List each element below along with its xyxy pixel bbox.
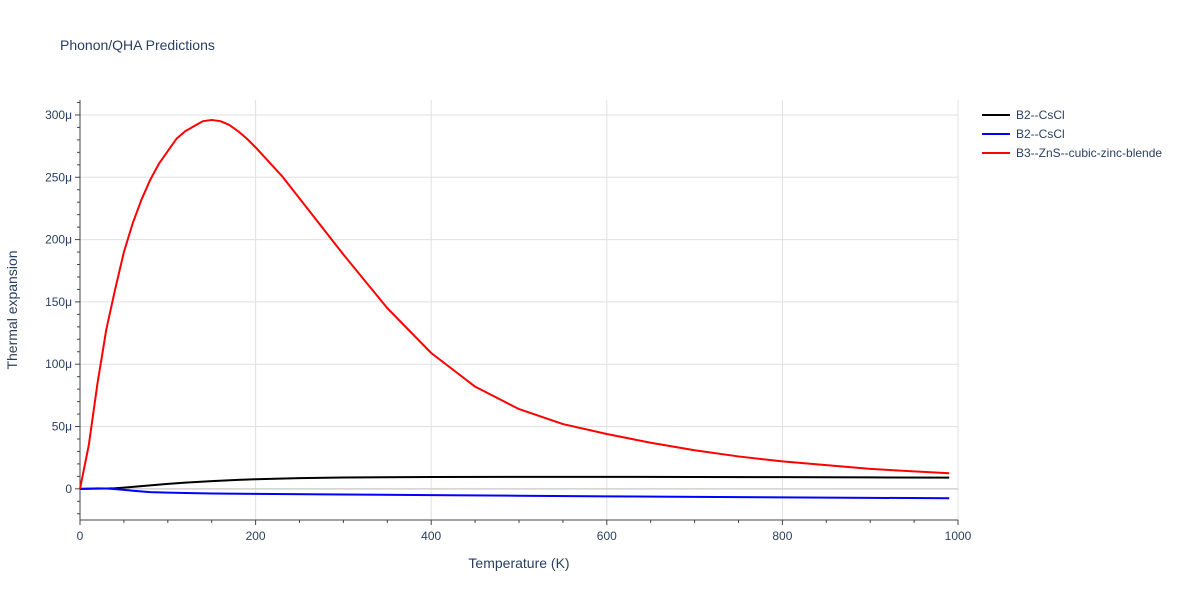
y-tick-label: 150μ <box>45 295 72 309</box>
legend-label: B2--CsCl <box>1016 108 1065 122</box>
grid-layer <box>80 100 959 520</box>
y-tick-label: 50μ <box>52 420 72 434</box>
y-axis-title: Thermal expansion <box>4 250 20 369</box>
chart-title: Phonon/QHA Predictions <box>60 37 215 53</box>
series-line-3[interactable] <box>79 118 950 490</box>
legend-item[interactable]: B2--CsCl <box>982 108 1065 122</box>
series-layer <box>79 118 950 500</box>
legend[interactable]: B2--CsCl B2--CsCl B3--ZnS--cubic-zinc-blen… <box>982 108 1162 160</box>
y-tick-label: 250μ <box>45 170 72 184</box>
legend-label: B2--CsCl <box>1016 127 1065 141</box>
legend-item[interactable]: B3--ZnS--cubic-zinc-blende <box>982 146 1162 160</box>
legend-label: B3--ZnS--cubic-zinc-blende <box>1016 146 1162 160</box>
axes-layer: 0 200 400 600 800 1000 0 50μ 100μ 150μ 200μ 250μ 300… <box>45 100 972 543</box>
legend-item[interactable]: B2--CsCl <box>982 127 1065 141</box>
series-line-2[interactable] <box>79 487 950 500</box>
y-tick-label: 300μ <box>45 108 72 122</box>
x-axis-title: Temperature (K) <box>468 555 569 571</box>
x-tick-label: 200 <box>246 529 266 543</box>
y-tick-label: 0 <box>65 482 72 496</box>
x-tick-label: 400 <box>421 529 441 543</box>
y-tick-label: 100μ <box>45 357 72 371</box>
y-tick-label: 200μ <box>45 233 72 247</box>
x-tick-label: 0 <box>77 529 84 543</box>
x-tick-label: 1000 <box>945 529 972 543</box>
x-tick-label: 800 <box>772 529 792 543</box>
x-tick-label: 600 <box>597 529 617 543</box>
